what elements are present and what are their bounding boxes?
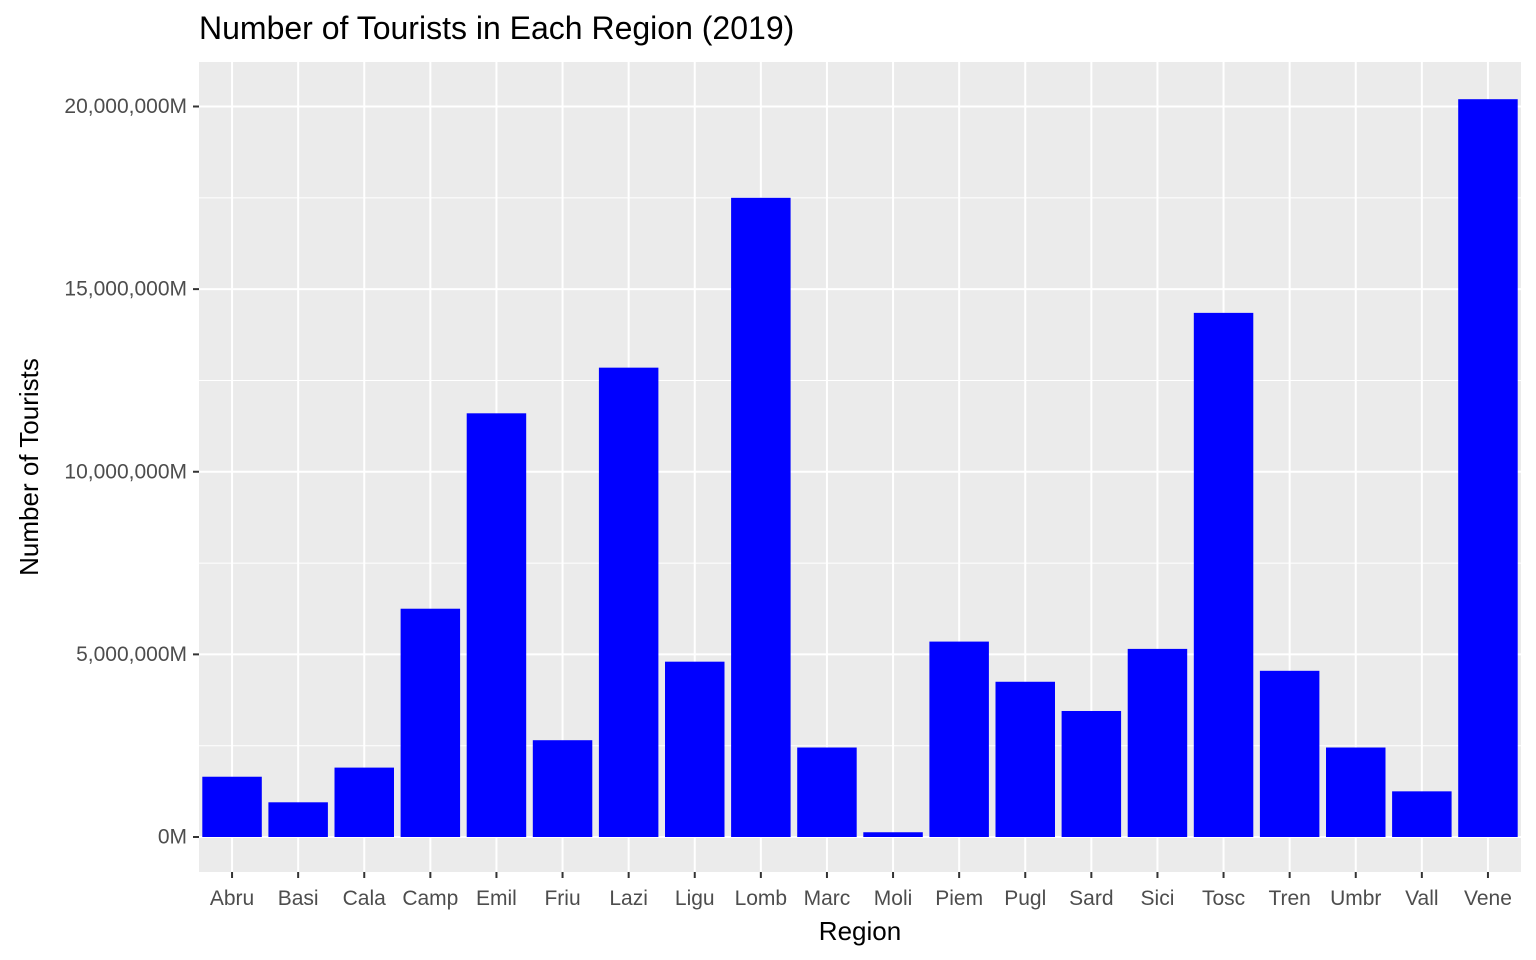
y-tick-label: 20,000,000M — [64, 95, 187, 118]
x-tick-label: Vall — [1405, 887, 1438, 910]
x-tick-label: Lazi — [609, 887, 648, 910]
y-tick-label: 15,000,000M — [64, 278, 187, 301]
bar-basi — [268, 802, 328, 837]
bar-piem — [929, 641, 989, 837]
bar-ligu — [665, 661, 725, 837]
x-tick-label: Sici — [1141, 887, 1175, 910]
chart-title: Number of Tourists in Each Region (2019) — [199, 10, 795, 46]
bar-umbr — [1326, 747, 1386, 837]
bar-tosc — [1193, 312, 1254, 838]
y-tick-label: 0M — [158, 826, 187, 849]
bar-sard — [1061, 710, 1122, 837]
bar-emil — [466, 413, 527, 837]
x-tick-label: Basi — [278, 887, 319, 910]
x-tick-label: Cala — [343, 887, 387, 910]
x-tick-label: Emil — [476, 887, 517, 910]
bar-moli — [863, 832, 923, 837]
x-tick-label: Camp — [402, 887, 458, 910]
bars — [202, 99, 1518, 838]
x-tick-label: Umbr — [1330, 887, 1381, 910]
x-axis-title: Region — [819, 916, 901, 946]
x-tick-label: Tosc — [1202, 887, 1245, 910]
x-tick-label: Moli — [874, 887, 913, 910]
x-tick-label: Lomb — [735, 887, 788, 910]
x-tick-label: Abru — [210, 887, 254, 910]
x-tick-label: Piem — [935, 887, 983, 910]
x-tick-label: Friu — [544, 887, 580, 910]
bar-lomb — [731, 197, 791, 837]
y-axis: 0M 5,000,000M 10,000,000M 15,000,000M 20,000… — [64, 95, 199, 849]
bar-sici — [1127, 648, 1188, 837]
x-axis: Abru Basi Cala Camp Emil Friu Lazi Ligu Lomb Marc… — [210, 872, 1512, 910]
y-tick-label: 10,000,000M — [64, 460, 187, 483]
bar-friu — [532, 740, 593, 837]
bar-vall — [1392, 791, 1452, 837]
bar-camp — [400, 608, 461, 837]
x-tick-label: Tren — [1268, 887, 1310, 910]
bar-marc — [797, 747, 857, 837]
y-axis-title: Number of Tourists — [14, 358, 44, 576]
plot-panel — [199, 62, 1521, 872]
bar-pugl — [995, 681, 1055, 837]
y-tick-label: 5,000,000M — [76, 643, 187, 666]
bar-vene — [1458, 99, 1518, 837]
x-tick-label: Ligu — [675, 887, 715, 910]
bar-lazi — [598, 367, 659, 837]
x-tick-label: Marc — [804, 887, 851, 910]
bar-cala — [334, 767, 394, 837]
x-tick-label: Sard — [1069, 887, 1113, 910]
x-tick-label: Vene — [1464, 887, 1512, 910]
bar-tren — [1259, 670, 1320, 837]
bar-abru — [202, 776, 262, 837]
x-tick-label: Pugl — [1004, 887, 1046, 910]
